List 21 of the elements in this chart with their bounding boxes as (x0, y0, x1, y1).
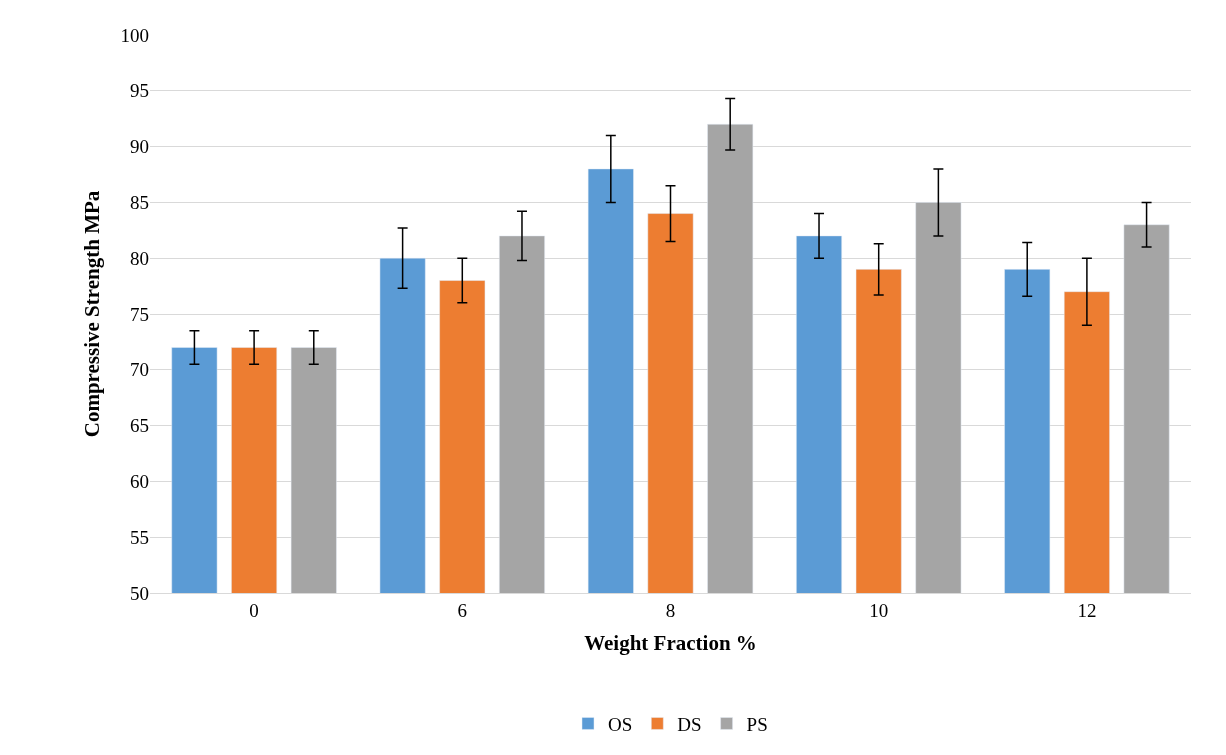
legend-label: PS (746, 713, 768, 735)
y-axis-title: Compressive Strength MPa (79, 190, 104, 438)
y-tick-label: 75 (130, 303, 149, 325)
y-tick-label: 85 (130, 192, 149, 214)
y-tick-label: 80 (130, 247, 149, 269)
legend-label: OS (608, 713, 633, 735)
y-tick-label: 50 (130, 582, 149, 604)
x-tick-label: 10 (869, 599, 889, 621)
y-tick-label: 90 (130, 136, 149, 158)
y-tick-label: 70 (130, 359, 149, 381)
x-tick-label: 6 (457, 599, 468, 621)
y-tick-label: 55 (130, 526, 149, 548)
x-tick-label: 12 (1077, 599, 1097, 621)
x-axis-title: Weight Fraction % (584, 631, 757, 655)
y-tick-label: 95 (130, 80, 149, 102)
y-tick-label: 65 (130, 415, 149, 437)
x-tick-label: 0 (249, 599, 259, 621)
y-tick-label: 100 (120, 24, 149, 46)
x-tick-label: 8 (665, 599, 676, 621)
legend-label: DS (677, 713, 702, 735)
y-tick-label: 60 (130, 471, 149, 493)
